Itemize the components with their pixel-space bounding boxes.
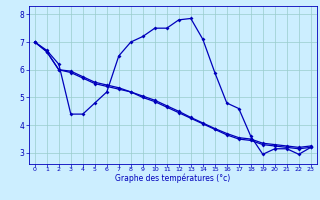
X-axis label: Graphe des températures (°c): Graphe des températures (°c) — [115, 174, 230, 183]
